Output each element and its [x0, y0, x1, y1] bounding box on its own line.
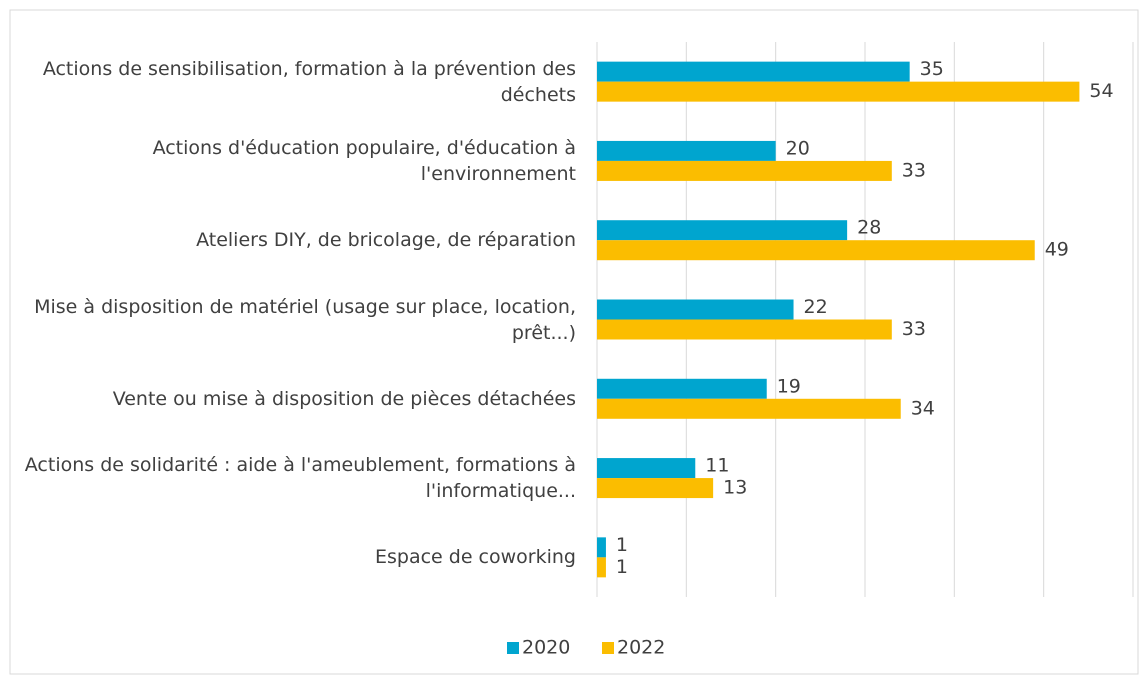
data-label: 49 — [1045, 239, 1069, 261]
category-label: Mise à disposition de matériel (usage su… — [34, 295, 576, 344]
category-label: Espace de coworking — [374, 546, 576, 569]
bar — [597, 557, 606, 578]
bar — [597, 537, 606, 558]
data-label: 22 — [804, 296, 828, 318]
data-label: 1 — [616, 534, 628, 556]
data-label: 35 — [920, 58, 944, 80]
bar — [597, 398, 901, 419]
data-label: 33 — [902, 318, 926, 340]
data-label: 13 — [723, 477, 747, 499]
category-label: Vente ou mise à disposition de pièces dé… — [112, 387, 576, 410]
legend-swatch — [602, 642, 614, 654]
category-label: Actions de sensibilisation, formation à … — [42, 57, 576, 106]
data-label: 20 — [786, 137, 810, 159]
legend-swatch — [507, 642, 519, 654]
data-label: 1 — [616, 556, 628, 578]
bar — [597, 81, 1080, 102]
bar — [597, 478, 714, 499]
category-label: Actions d'éducation populaire, d'éducati… — [152, 136, 576, 185]
bar — [597, 299, 794, 320]
data-label: 54 — [1089, 80, 1113, 102]
bar — [597, 319, 892, 340]
legend-label: 2020 — [522, 637, 570, 659]
bar — [597, 61, 910, 82]
legend-label: 2022 — [617, 637, 665, 659]
bar — [597, 458, 696, 479]
data-label: 34 — [911, 397, 935, 419]
data-label: 28 — [857, 217, 881, 239]
category-label: Actions de solidarité : aide à l'ameuble… — [24, 454, 576, 503]
bar — [597, 240, 1035, 261]
bar — [597, 378, 767, 399]
bar — [597, 140, 776, 161]
category-label: Ateliers DIY, de bricolage, de réparatio… — [196, 229, 576, 252]
bar — [597, 220, 848, 241]
data-label: 19 — [777, 375, 801, 397]
data-label: 33 — [902, 159, 926, 181]
chart-border — [9, 9, 1139, 675]
bar — [597, 160, 892, 181]
data-label: 11 — [705, 455, 729, 477]
